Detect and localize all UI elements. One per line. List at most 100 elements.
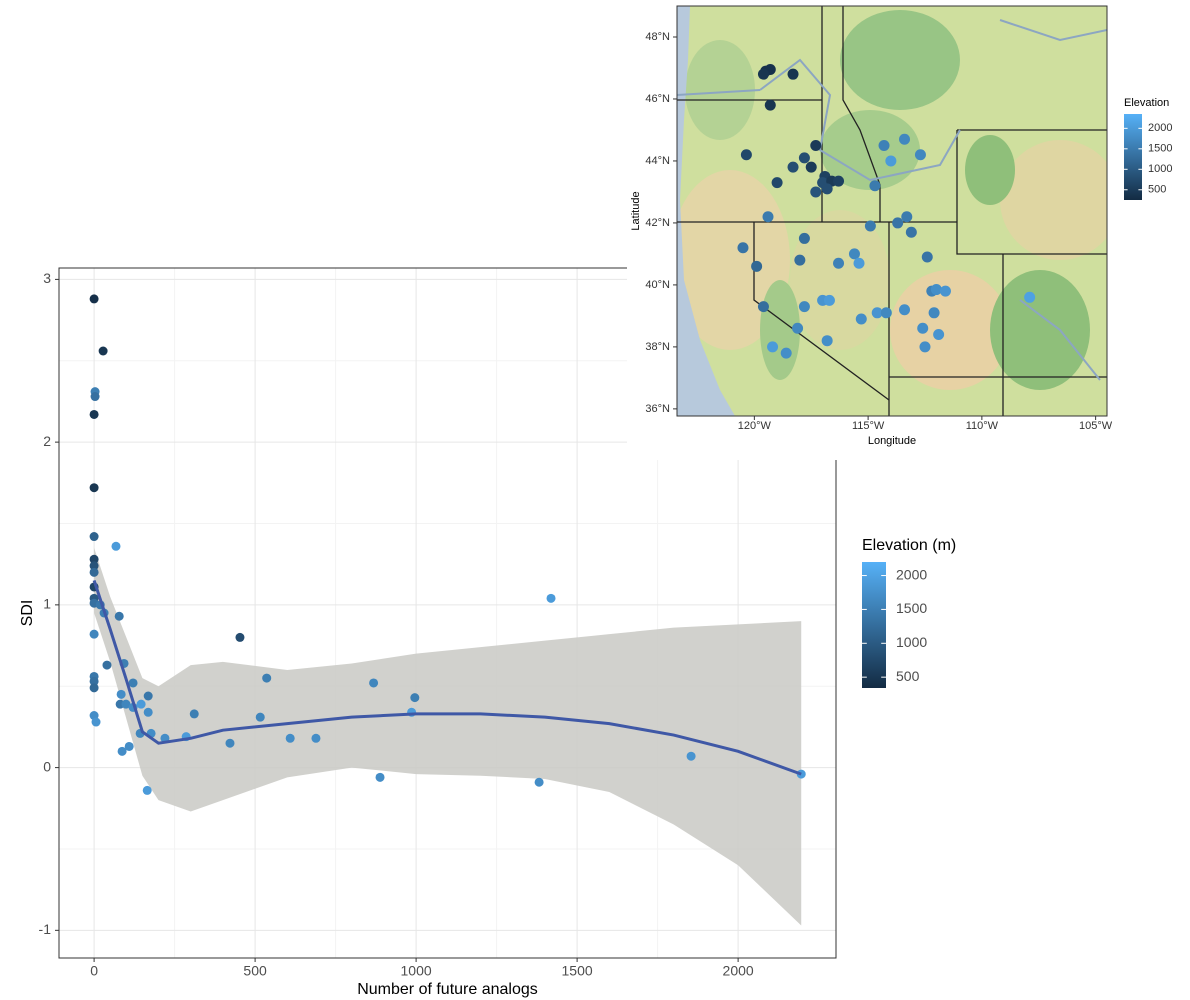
point (869, 180, 880, 191)
x-tick-label: 105°W (1079, 420, 1113, 432)
point (90, 568, 99, 577)
x-tick-label: 1000 (401, 963, 432, 979)
point (376, 773, 385, 782)
colorbar (862, 562, 886, 688)
y-tick-label: 42°N (645, 217, 670, 229)
y-tick-label: 44°N (645, 155, 670, 167)
point (901, 211, 912, 222)
point (822, 183, 833, 194)
point (917, 323, 928, 334)
x-tick-label: 2000 (723, 963, 754, 979)
point (741, 149, 752, 160)
point (90, 410, 99, 419)
point (915, 149, 926, 160)
point (922, 252, 933, 263)
y-tick-label: 38°N (645, 341, 670, 353)
point (225, 739, 234, 748)
y-tick-label: 2 (43, 433, 51, 449)
point (919, 341, 930, 352)
legend-label: 2000 (1148, 122, 1172, 134)
point (799, 152, 810, 163)
point (810, 140, 821, 151)
map-terrain (670, 6, 1120, 416)
point (118, 747, 127, 756)
legend-label: 1000 (1148, 163, 1172, 175)
x-axis-title: Longitude (868, 435, 916, 447)
y-axis-title: Latitude (630, 191, 642, 230)
point (767, 341, 778, 352)
point (286, 734, 295, 743)
point (854, 258, 865, 269)
point (535, 778, 544, 787)
point (822, 335, 833, 346)
legend-label: 1500 (1148, 143, 1172, 155)
point (92, 718, 101, 727)
y-tick-label: 36°N (645, 403, 670, 415)
point (737, 242, 748, 253)
x-axis-title: Number of future analogs (357, 981, 538, 998)
point (899, 304, 910, 315)
legend-label: 2000 (896, 566, 927, 582)
y-axis-title: SDI (19, 600, 36, 627)
point (879, 140, 890, 151)
point (906, 227, 917, 238)
y-tick-label: -1 (39, 921, 52, 937)
point (824, 295, 835, 306)
point (111, 542, 120, 551)
point (90, 683, 99, 692)
point (758, 301, 769, 312)
legend-title: Elevation (m) (862, 537, 956, 554)
point (91, 392, 100, 401)
y-tick-label: 3 (43, 270, 51, 286)
point (751, 261, 762, 272)
x-tick-label: 1500 (562, 963, 593, 979)
point (881, 307, 892, 318)
figure: 0500100015002000-10123Number of future a… (0, 0, 1190, 1000)
point (799, 301, 810, 312)
x-tick-label: 500 (243, 963, 267, 979)
point (865, 221, 876, 232)
point (788, 69, 799, 80)
point (765, 100, 776, 111)
legend-label: 1500 (896, 600, 927, 616)
x-tick-label: 120°W (738, 420, 772, 432)
point (369, 678, 378, 687)
legend-label: 500 (896, 668, 920, 684)
point (90, 532, 99, 541)
point (129, 678, 138, 687)
y-tick-label: 0 (43, 758, 51, 774)
point (810, 186, 821, 197)
point (144, 708, 153, 717)
point (410, 693, 419, 702)
point (1024, 292, 1035, 303)
point (90, 294, 99, 303)
point (758, 69, 769, 80)
point (792, 323, 803, 334)
point (788, 162, 799, 173)
point (933, 329, 944, 340)
point (799, 233, 810, 244)
point (102, 661, 111, 670)
point (772, 177, 783, 188)
point (235, 633, 244, 642)
point (137, 700, 146, 709)
legend-title: Elevation (1124, 97, 1169, 109)
y-tick-label: 40°N (645, 279, 670, 291)
point (833, 258, 844, 269)
y-tick-label: 46°N (645, 93, 670, 105)
point (262, 674, 271, 683)
point (806, 162, 817, 173)
x-tick-label: 115°W (852, 420, 885, 432)
point (856, 314, 867, 325)
point (794, 255, 805, 266)
point (115, 612, 124, 621)
point (547, 594, 556, 603)
colorbar (1124, 114, 1142, 200)
x-tick-label: 110°W (966, 420, 999, 432)
point (940, 286, 951, 297)
point (892, 217, 903, 228)
point (763, 211, 774, 222)
point (143, 786, 152, 795)
point (190, 709, 199, 718)
point (311, 734, 320, 743)
